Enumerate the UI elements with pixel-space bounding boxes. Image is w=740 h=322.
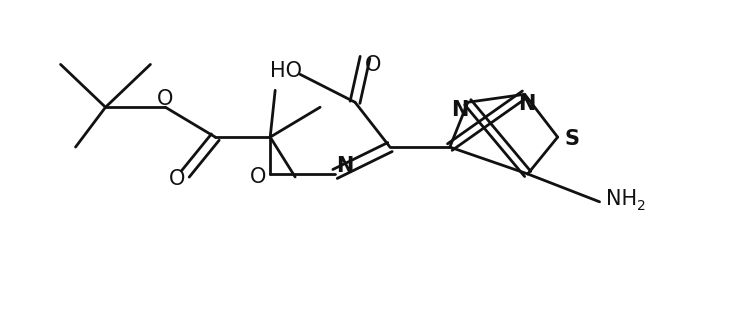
Text: O: O: [365, 55, 381, 75]
Text: S: S: [564, 129, 579, 149]
Text: N: N: [451, 100, 468, 120]
Text: O: O: [250, 167, 266, 187]
Text: N: N: [337, 156, 354, 176]
Text: NH: NH: [606, 189, 637, 209]
Text: N: N: [518, 94, 536, 114]
Text: O: O: [157, 89, 174, 109]
Text: 2: 2: [637, 199, 646, 213]
Text: HO: HO: [270, 62, 302, 81]
Text: O: O: [169, 169, 186, 189]
